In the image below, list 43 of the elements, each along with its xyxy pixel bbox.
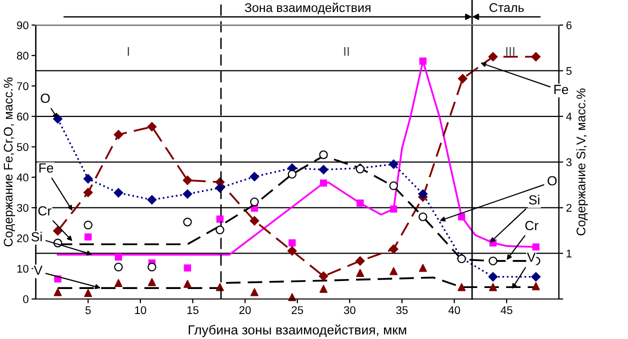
y-tick-label: 20 [17, 234, 28, 242]
y-tick-label: 80 [16, 52, 28, 60]
y-tick-label: 30 [16, 204, 28, 212]
x-tick-label: 20 [239, 306, 251, 314]
y2-tick-label: 2 [566, 204, 572, 212]
x-tick-label: 40 [448, 306, 460, 314]
y-tick-label: 40 [16, 174, 28, 182]
y-tick-label: 50 [16, 143, 28, 151]
x-tick-label: 25 [292, 306, 304, 314]
x-tick-label: 5 [85, 306, 91, 314]
text: Зона взаимодействия [244, 2, 370, 14]
annotation: O [548, 176, 557, 186]
y2-tick-label: 6 [566, 21, 572, 30]
x-axis-title: Глубина зоны взаимодействия, мкм [188, 324, 406, 338]
y2-tick-label: 1 [566, 250, 572, 258]
y-axis-title: Содержание Fe,Cr,O, масс.% [4, 78, 16, 246]
annotation: I [128, 47, 129, 56]
x-tick-label: 45 [500, 306, 512, 314]
annotation: Cr [525, 220, 538, 230]
annotation: Si [31, 232, 42, 242]
y-tick-label: 90 [17, 21, 28, 30]
annotation: O [40, 94, 50, 103]
y-tick-label: 70 [17, 82, 28, 90]
annotation: II [344, 47, 349, 56]
y-tick-label: 10 [17, 264, 28, 273]
x-tick-label: 35 [396, 306, 408, 314]
y2-tick-label: 5 [566, 67, 572, 75]
annotation: V [34, 266, 43, 275]
annotation: Cr [38, 206, 52, 216]
text: Сталь [490, 3, 524, 12]
annotation: V [526, 252, 536, 262]
x-tick-label: 30 [344, 306, 356, 314]
y2-tick-label: 4 [566, 112, 572, 120]
x-tick-label: 15 [187, 306, 198, 314]
x-tick-label: 10 [135, 306, 146, 314]
annotation: Fe [39, 163, 54, 173]
y-tick-label: 0 [23, 295, 28, 304]
annotation: Fe [554, 84, 568, 94]
y2-tick-label: 3 [566, 158, 572, 166]
y2-axis-title: Содержание Si,V, масс.% [576, 88, 588, 236]
annotation: III [506, 47, 514, 56]
annotation: Si [529, 194, 540, 205]
y-tick-label: 60 [17, 112, 28, 121]
